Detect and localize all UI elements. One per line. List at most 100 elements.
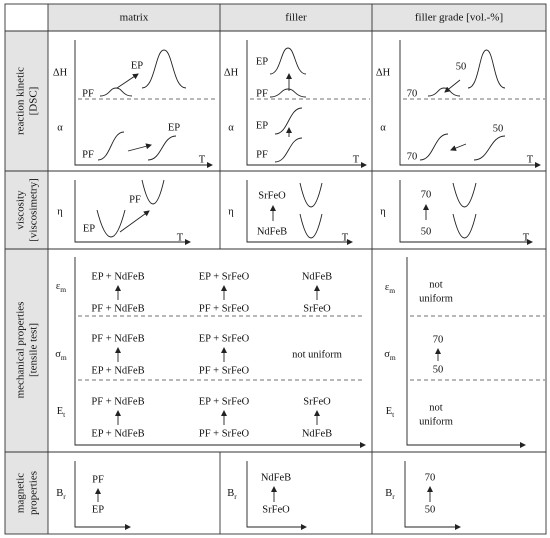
label: SrFeO	[303, 303, 331, 314]
symbol: E	[57, 406, 63, 417]
label: PF	[92, 474, 104, 485]
subscript: r	[392, 492, 395, 501]
row-header: viscosity	[15, 190, 27, 230]
viscosity-curve	[141, 179, 165, 205]
label: EP + NdFeB	[91, 271, 144, 282]
conversion-curve	[147, 135, 177, 161]
label: η	[228, 206, 234, 217]
label: 70	[433, 334, 444, 345]
label: η	[380, 206, 386, 217]
axes	[399, 40, 540, 166]
label: PF + SrFeO	[199, 365, 250, 376]
label: EP	[83, 223, 95, 234]
dsc-peak	[269, 88, 307, 98]
label: η	[57, 206, 63, 217]
axis-symbol: εm	[56, 281, 66, 293]
arrow	[119, 210, 150, 233]
label: EP + NdFeB	[91, 365, 144, 376]
row-header: properties	[28, 471, 40, 515]
label: EP + SrFeO	[199, 271, 250, 282]
axis-symbol: Br	[227, 488, 237, 500]
row-header: reaction kinetic	[15, 67, 27, 135]
label: 50	[421, 226, 432, 237]
subscript: m	[390, 353, 396, 362]
column-header: filler	[285, 12, 307, 24]
subscript: m	[60, 285, 66, 294]
row-header: [DSC]	[28, 87, 40, 116]
axes	[246, 40, 366, 166]
axes	[404, 461, 460, 528]
column-header: matrix	[120, 12, 149, 24]
row-header-bg	[5, 31, 48, 534]
label: PF	[129, 194, 141, 205]
label: T	[353, 154, 360, 165]
axis-symbol: εm	[385, 282, 395, 294]
label: PF + NdFeB	[91, 303, 144, 314]
label: T	[199, 154, 206, 165]
subscript: m	[61, 353, 67, 362]
column-header: filler grade [vol.-%]	[415, 12, 503, 24]
label: α	[57, 122, 63, 133]
conversion-curve	[274, 107, 303, 135]
symbol: B	[227, 488, 234, 499]
axes	[246, 180, 352, 243]
label: EP	[168, 122, 180, 133]
axes	[406, 257, 525, 446]
label: T	[177, 232, 184, 243]
axis-symbol: Br	[385, 488, 395, 500]
label: SrFeO	[303, 396, 331, 407]
viscosity-curve	[452, 213, 477, 239]
label: α	[228, 122, 234, 133]
symbol: σ	[384, 349, 390, 360]
label: PF + SrFeO	[199, 428, 250, 439]
subscript: t	[63, 410, 66, 419]
conversion-curve	[274, 137, 303, 163]
axis-symbol: σm	[384, 349, 396, 361]
label: EP + SrFeO	[199, 396, 250, 407]
row-header: mechanical properties	[15, 302, 27, 399]
dsc-peak	[467, 49, 506, 89]
label: uniform	[419, 416, 453, 427]
dsc-peak	[141, 49, 187, 89]
label: EP + SrFeO	[199, 333, 250, 344]
viscosity-curve	[299, 182, 323, 208]
row-header: magnetic	[15, 473, 27, 513]
label: NdFeB	[257, 226, 287, 237]
label: PF	[82, 149, 94, 160]
symbol: B	[385, 488, 392, 499]
label: ΔH	[53, 67, 68, 78]
axes	[399, 180, 532, 243]
symbol: ε	[385, 282, 390, 293]
label: PF	[256, 149, 268, 160]
axis-symbol: Et	[57, 406, 66, 418]
label: 70	[407, 151, 418, 162]
arrow	[116, 73, 139, 89]
label: NdFeB	[261, 472, 291, 483]
dsc-peak	[99, 87, 133, 97]
viscosity-curve	[452, 182, 477, 208]
axis-symbol: σm	[55, 349, 67, 361]
label: 50	[433, 364, 444, 375]
label: T	[523, 232, 530, 243]
axes	[74, 257, 365, 446]
label: NdFeB	[302, 428, 332, 439]
viscosity-curve	[299, 213, 323, 239]
label: 70	[421, 189, 432, 200]
arrow	[450, 143, 467, 151]
subscript: t	[392, 410, 395, 419]
label: uniform	[419, 293, 453, 304]
axes	[246, 461, 306, 528]
conversion-curve	[97, 131, 125, 161]
label: PF	[82, 88, 94, 99]
header-bg	[48, 4, 546, 31]
subscript: r	[63, 492, 66, 501]
symbol: σ	[55, 349, 61, 360]
subscript: m	[389, 286, 395, 295]
dsc-peak	[269, 47, 307, 75]
label: NdFeB	[302, 271, 332, 282]
label: SrFeO	[262, 504, 290, 515]
label: PF	[256, 88, 268, 99]
conversion-curve	[419, 133, 449, 161]
conversion-curve	[473, 135, 506, 161]
